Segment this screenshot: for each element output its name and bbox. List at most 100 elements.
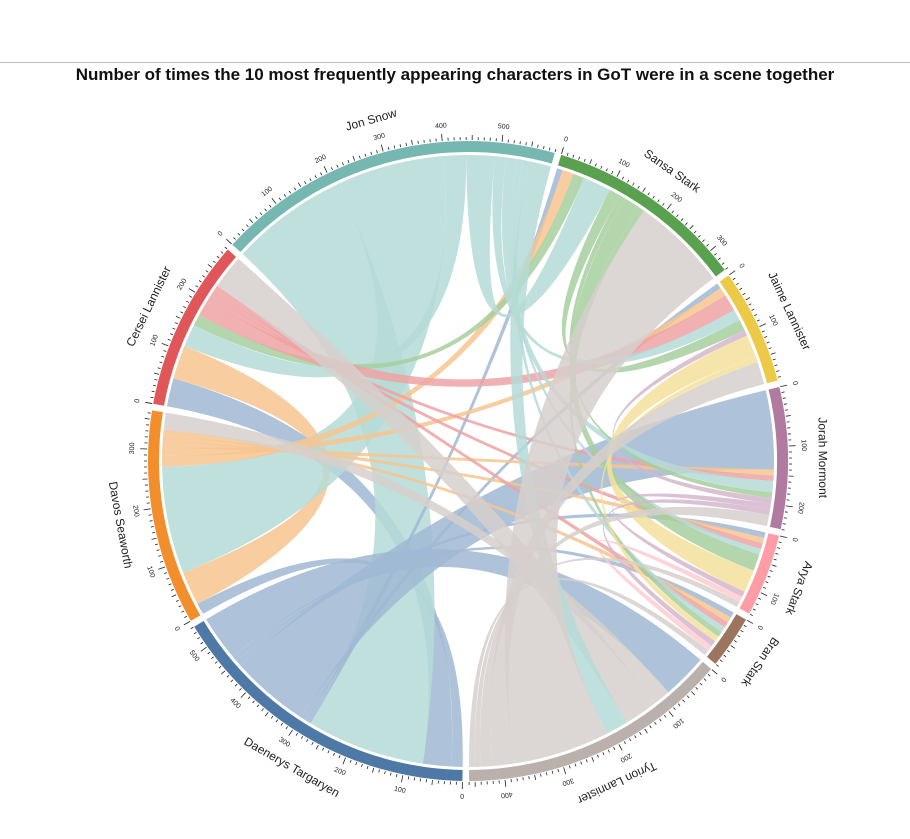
- tick-bran-stark-80: [719, 659, 723, 663]
- tick-sansa-stark-10: [566, 152, 569, 156]
- tick-cersei-lannister-130: [172, 327, 176, 330]
- ribbon-jaime-lannister-bran-stark: [600, 356, 758, 642]
- tick-daenerys-targaryen-410: [239, 688, 242, 691]
- tick-tyrion-lannister-30: [699, 682, 703, 686]
- tick-jorah-mormont-20: [782, 397, 786, 399]
- tick-label-davos-seaworth-300: 300: [129, 442, 136, 454]
- tick-jon-snow-60: [255, 216, 258, 220]
- tick-sansa-stark-340: [725, 267, 729, 270]
- tick-jaime-lannister-170: [774, 364, 778, 367]
- tick-cersei-lannister-290: [224, 246, 228, 250]
- tick-tyrion-lannister-120: [659, 718, 662, 722]
- tick-tyrion-lannister-310: [557, 769, 560, 773]
- tick-jon-snow-20: [237, 232, 241, 236]
- tick-jorah-mormont-0: [780, 384, 788, 388]
- tick-sansa-stark-90: [611, 171, 614, 175]
- tick-sansa-stark-180: [657, 199, 660, 203]
- tick-label-daenerys-targaryen-100: 100: [393, 786, 406, 795]
- tick-tyrion-lannister-220: [607, 749, 610, 753]
- tick-jaime-lannister-150: [770, 352, 776, 355]
- tick-jon-snow-560: [537, 144, 539, 148]
- tick-jon-snow-80: [264, 208, 267, 212]
- tick-jon-snow-500: [501, 134, 504, 142]
- tick-davos-seaworth-80: [166, 577, 170, 580]
- tick-sansa-stark-150: [642, 187, 646, 192]
- tick-daenerys-targaryen-50: [431, 779, 433, 786]
- ribbon-davos-seaworth-cersei-lannister: [173, 345, 330, 604]
- tick-jon-snow-220: [336, 164, 339, 168]
- tick-cersei-lannister-260: [212, 260, 216, 264]
- tick-cersei-lannister-90: [163, 350, 167, 352]
- label-davos-seaworth: Davos Seaworth: [106, 480, 136, 569]
- tick-jon-snow-290: [376, 150, 378, 154]
- tick-sansa-stark-120: [627, 179, 630, 183]
- tick-sansa-stark-200: [666, 203, 672, 210]
- label-arya-stark: Arya Stark: [782, 560, 816, 618]
- ribbon-cersei-lannister-sansa-stark: [193, 173, 585, 370]
- tick-cersei-lannister-180: [186, 300, 190, 303]
- tick-bran-stark-30: [737, 635, 741, 638]
- tick-jaime-lannister-80: [754, 314, 758, 317]
- tick-jon-snow-310: [387, 146, 390, 150]
- arc-sansa-stark: [557, 154, 725, 277]
- tick-jon-snow-550: [531, 141, 534, 147]
- tick-label-daenerys-targaryen-300: 300: [277, 737, 291, 749]
- tick-sansa-stark-160: [647, 192, 650, 196]
- tick-daenerys-targaryen-540: [190, 626, 194, 630]
- tick-sansa-stark-170: [652, 195, 655, 199]
- tick-label-jon-snow-0: 0: [217, 230, 225, 238]
- tick-jaime-lannister-10: [732, 277, 736, 281]
- tick-daenerys-targaryen-260: [311, 741, 314, 746]
- tick-jaime-lannister-100: [759, 323, 767, 327]
- tick-daenerys-targaryen-450: [221, 670, 226, 675]
- label-jaime-lannister: Jaime Lannister: [765, 270, 814, 353]
- tick-arya-stark-90: [762, 586, 767, 589]
- ribbon-jon-snow-tyrion-lannister: [510, 161, 627, 734]
- tick-davos-seaworth-20: [181, 610, 185, 613]
- tick-jorah-mormont-230: [782, 523, 786, 525]
- ribbon-sansa-stark-tyrion-lannister: [504, 210, 714, 764]
- tick-label-tyrion-lannister-0: 0: [719, 675, 727, 683]
- tick-cersei-lannister-190: [189, 295, 193, 298]
- tick-bran-stark-90: [715, 664, 719, 667]
- tick-daenerys-targaryen-440: [226, 675, 230, 678]
- tick-daenerys-targaryen-130: [384, 771, 386, 775]
- tick-cersei-lannister-280: [220, 251, 224, 254]
- tick-daenerys-targaryen-250: [315, 744, 319, 750]
- tick-label-daenerys-targaryen-200: 200: [333, 766, 347, 777]
- tick-sansa-stark-20: [572, 154, 575, 158]
- tick-jon-snow-70: [259, 212, 263, 216]
- tick-daenerys-targaryen-210: [338, 755, 341, 759]
- tick-label-cersei-lannister-100: 100: [149, 334, 160, 348]
- tick-sansa-stark-60: [594, 163, 597, 167]
- tick-daenerys-targaryen-190: [349, 759, 352, 763]
- tick-tyrion-lannister-360: [528, 776, 530, 780]
- tick-tyrion-lannister-180: [629, 738, 632, 742]
- ribbon-jaime-lannister-arya-stark: [606, 335, 756, 592]
- tick-tyrion-lannister-20: [703, 678, 707, 681]
- tick-cersei-lannister-270: [216, 255, 220, 259]
- tick-tyrion-lannister-300: [563, 767, 567, 775]
- tick-davos-seaworth-180: [149, 520, 153, 522]
- ribbon-cersei-lannister-jon-snow: [184, 155, 467, 378]
- tick-jon-snow-200: [323, 166, 328, 173]
- tick-cersei-lannister-0: [145, 401, 153, 404]
- tick-label-cersei-lannister-200: 200: [176, 278, 188, 292]
- tick-daenerys-targaryen-180: [355, 761, 358, 766]
- tick-tyrion-lannister-240: [596, 754, 599, 758]
- tick-sansa-stark-70: [600, 165, 603, 169]
- tick-sansa-stark-100: [616, 170, 621, 177]
- tick-cersei-lannister-210: [195, 285, 199, 288]
- tick-jaime-lannister-190: [777, 376, 781, 378]
- tick-arya-stark-60: [769, 570, 773, 572]
- tick-jon-snow-240: [347, 159, 350, 163]
- tick-davos-seaworth-50: [171, 594, 177, 598]
- tick-davos-seaworth-130: [156, 549, 160, 552]
- ribbon-daenerys-targaryen-tyrion-lannister: [206, 549, 701, 693]
- tick-jorah-mormont-240: [781, 529, 785, 531]
- label-jorah-mormont: Jorah Mormont: [815, 417, 830, 498]
- tick-tyrion-lannister-160: [639, 732, 642, 736]
- tick-cersei-lannister-70: [159, 361, 163, 364]
- tick-davos-seaworth-100: [158, 566, 166, 570]
- tick-sansa-stark-310: [714, 252, 717, 256]
